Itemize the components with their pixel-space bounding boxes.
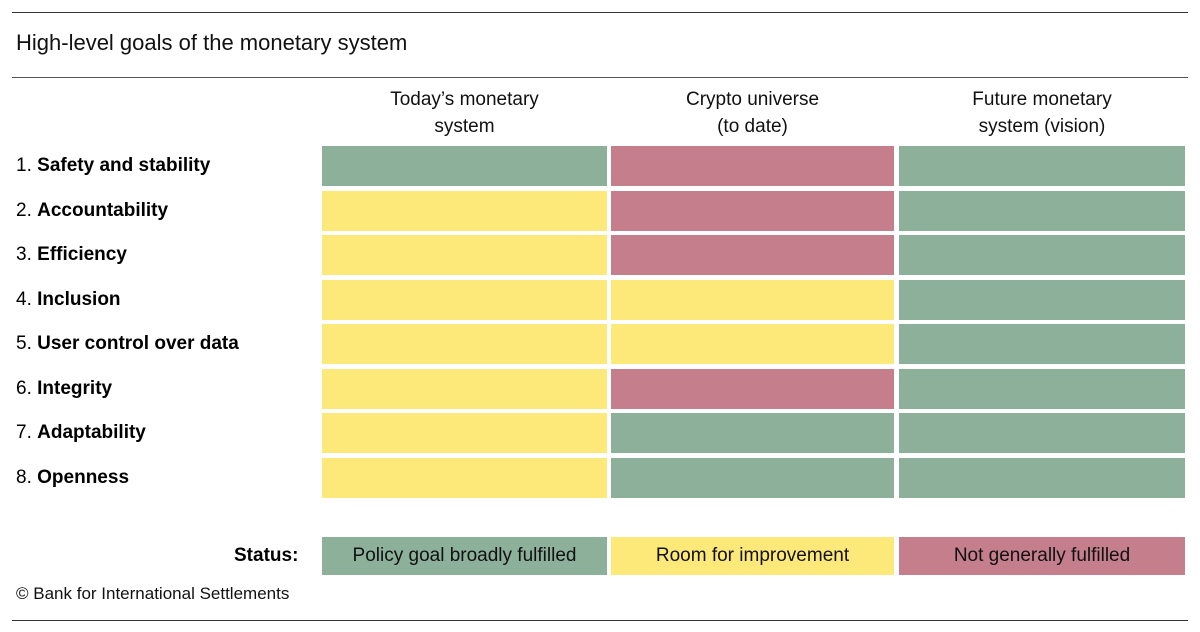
status-cell [899,235,1185,275]
goal-number: 7. [16,422,32,443]
goal-name: Adaptability [37,422,146,443]
goal-label: 6. Integrity [16,369,112,409]
legend-fulfilled: Policy goal broadly fulfilled [322,537,607,575]
status-cell [322,369,607,409]
goal-label: 7. Adaptability [16,413,146,453]
goal-label: 8. Openness [16,458,129,498]
header-rule [12,77,1188,78]
source-note: © Bank for International Settlements [16,584,290,603]
status-cell [322,280,607,320]
column-header-crypto: Crypto universe (to date) [611,86,894,142]
status-cell [322,146,607,186]
goal-label: 3. Efficiency [16,235,127,275]
goal-number: 5. [16,333,32,354]
status-cell [322,324,607,364]
status-cell [611,146,894,186]
goal-label: 2. Accountability [16,191,168,231]
legend-not-fulfilled: Not generally fulfilled [899,537,1185,575]
status-cell [899,458,1185,498]
column-header-line: Today’s monetary [390,89,539,110]
goal-number: 6. [16,378,32,399]
goal-label: 5. User control over data [16,324,239,364]
goal-name: Efficiency [37,244,127,265]
status-cell [899,146,1185,186]
column-header-line: (to date) [717,116,788,137]
status-cell [611,280,894,320]
column-header-today: Today’s monetary system [322,86,607,142]
status-cell [611,324,894,364]
chart-title: High-level goals of the monetary system [16,30,408,55]
status-cell [611,235,894,275]
status-cell [611,191,894,231]
status-cell [322,235,607,275]
legend-room-for-improvement: Room for improvement [611,537,894,575]
goal-number: 1. [16,155,32,176]
status-cell [611,458,894,498]
column-header-future: Future monetary system (vision) [899,86,1185,142]
bottom-rule [12,620,1188,621]
status-cell [899,369,1185,409]
column-header-line: system [434,116,495,137]
goal-number: 2. [16,200,32,221]
goal-name: Safety and stability [37,155,211,176]
column-header-line: system (vision) [978,116,1106,137]
goal-name: User control over data [37,333,239,354]
goal-name: Openness [37,467,130,488]
goal-number: 4. [16,289,32,310]
goal-number: 3. [16,244,32,265]
status-cell [322,458,607,498]
status-cell [899,324,1185,364]
status-label: Status: [234,545,299,566]
status-cell [899,280,1185,320]
status-cell [322,413,607,453]
goal-name: Accountability [37,200,169,221]
status-cell [322,191,607,231]
column-header-line: Future monetary [972,89,1112,110]
status-cell [611,413,894,453]
goal-name: Integrity [37,378,113,399]
goal-label: 1. Safety and stability [16,146,210,186]
goal-number: 8. [16,467,32,488]
top-rule [12,12,1188,13]
status-cell [899,191,1185,231]
column-header-line: Crypto universe [685,89,820,110]
status-cell [611,369,894,409]
goal-label: 4. Inclusion [16,280,121,320]
status-cell [899,413,1185,453]
goal-name: Inclusion [37,289,121,310]
